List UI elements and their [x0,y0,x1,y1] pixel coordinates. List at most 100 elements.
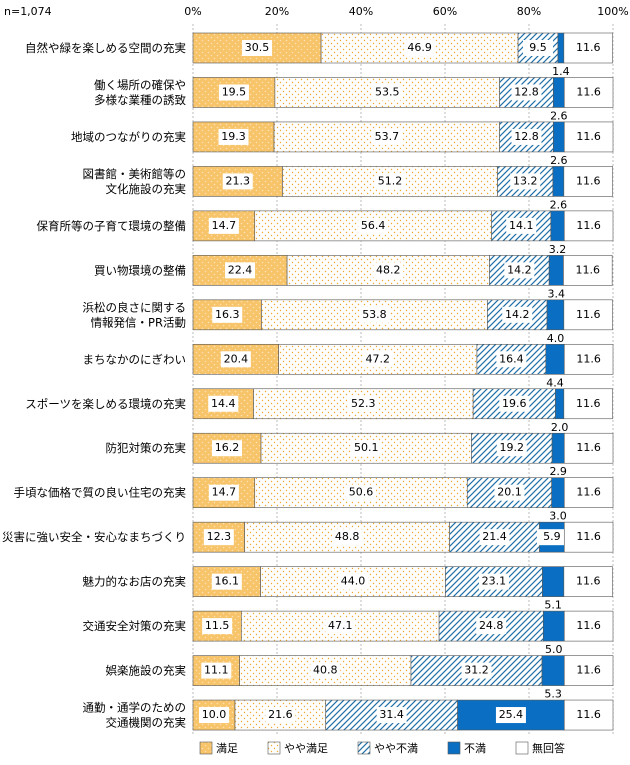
label-box [506,217,537,234]
label-box [362,351,393,368]
label-box [325,618,356,635]
category-label: まちなかのにぎわい [83,352,187,366]
x-tick-label: 20% [265,5,289,18]
label-box [199,707,229,724]
label-box [212,306,243,323]
label-box [510,173,541,190]
label-box [494,484,525,501]
label-box [536,529,567,546]
value-label: 14.2 [507,263,532,276]
value-label: 31.2 [464,664,489,677]
value-label: 11.6 [576,441,601,454]
value-label: 19.2 [500,441,525,454]
label-box [573,707,604,724]
bar-segment [260,432,472,464]
value-label: 11.5 [205,619,230,632]
value-label: 14.7 [212,486,237,499]
bar-segment [546,299,565,331]
label-box [573,529,604,546]
value-label: 47.2 [366,352,391,365]
value-label: 3.0 [549,510,567,523]
bar-segment [542,566,565,597]
label-box [496,351,527,368]
label-box [211,573,242,590]
label-box [502,306,533,323]
label-box [338,573,369,590]
value-label: 31.4 [379,708,404,721]
label-box [504,262,535,279]
category-label: 自然や緑を楽しめる空間の充実 [25,41,186,55]
value-label: 40.8 [313,664,338,677]
value-label: 21.3 [225,174,250,187]
label-box [511,84,542,101]
bar-segment [555,388,565,420]
label-box [265,707,296,724]
value-label: 48.8 [335,530,360,543]
value-label: 2.6 [550,154,568,167]
label-box [573,217,604,234]
value-label: 50.6 [349,486,374,499]
value-label: 52.3 [351,397,376,410]
value-label: 11.6 [576,619,601,632]
label-box [351,440,382,457]
legend-label: 満足 [216,742,238,755]
category-label: 浜松の良さに関する情報発信・PR活動 [83,300,187,329]
label-box [346,484,376,501]
legend-swatch [199,741,213,755]
label-box [208,484,239,501]
value-label: 25.4 [499,708,524,721]
label-box [573,618,604,635]
label-box [479,529,510,546]
value-label: 16.1 [215,575,240,588]
label-box [499,395,530,412]
label-box [404,40,435,56]
value-label: 19.3 [221,130,246,143]
value-label: 4.0 [547,332,565,345]
value-label: 5.0 [545,643,563,656]
label-box [359,306,390,323]
label-box [573,662,604,679]
category-label: 防犯対策の充実 [106,441,187,455]
category-label: 買い物環境の整備 [94,263,186,277]
value-label: 11.6 [576,219,601,232]
label-box [371,128,402,145]
category-label: 地域のつながりの充実 [71,129,186,143]
value-label: 53.5 [375,85,400,98]
label-box [220,351,251,368]
legend-label: 不満 [464,742,486,755]
value-label: 4.4 [546,376,564,389]
label-box [208,217,239,234]
value-label: 11.6 [576,85,601,98]
value-label: 50.1 [354,441,379,454]
value-label: 53.8 [362,308,387,321]
value-label: 1.4 [552,65,570,78]
value-label: 30.5 [245,41,270,54]
label-box [573,440,604,457]
value-label: 47.1 [328,619,353,632]
bar-segment [557,32,565,64]
value-label: 20.1 [497,486,522,499]
legend-swatch [267,741,281,755]
label-box [573,173,604,190]
label-box [218,128,249,145]
label-box [478,573,509,590]
value-label: 44.0 [341,575,366,588]
value-label: 16.2 [215,441,240,454]
legend-swatch [515,741,529,755]
label-box [208,395,239,412]
label-box [348,395,379,412]
value-label: 24.8 [479,619,504,632]
bar-segment [551,477,565,509]
label-box [461,662,492,679]
value-label: 20.4 [224,352,249,365]
label-box [476,618,507,635]
value-label: 11.6 [576,575,601,588]
x-tick-label: 80% [517,5,541,18]
value-label: 11.6 [576,664,601,677]
value-label: 11.6 [576,530,601,543]
label-box [203,529,234,546]
category-label: 娯楽施設の充実 [106,663,187,677]
value-label: 19.5 [222,85,247,98]
category-label: 図書館・美術館等の文化施設の充実 [83,166,187,195]
value-label: 48.2 [376,263,401,276]
